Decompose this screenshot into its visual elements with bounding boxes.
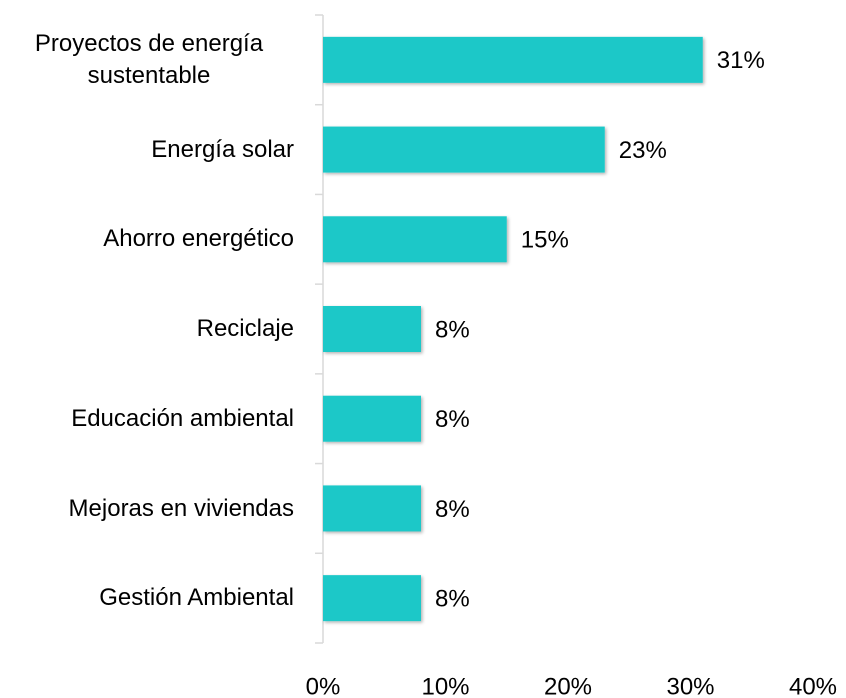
category-label-box: Ahorro energético: [4, 194, 294, 284]
bar: [323, 36, 703, 83]
bar: [323, 485, 421, 532]
category-label-box: Reciclaje: [4, 284, 294, 374]
data-label: 31%: [717, 47, 765, 74]
data-label: 23%: [619, 137, 667, 164]
data-label: 8%: [435, 496, 470, 523]
data-label: 8%: [435, 406, 470, 433]
y-tick-label: Proyectos de energía sustentable: [34, 30, 264, 89]
y-tick-label: Gestión Ambiental: [99, 584, 294, 612]
y-tick-label: Energía solar: [151, 135, 294, 163]
category-label-box: Proyectos de energía sustentable: [4, 15, 294, 105]
category-label-box: Mejoras en viviendas: [4, 464, 294, 554]
data-label: 8%: [435, 585, 470, 612]
category-label-box: Educación ambiental: [4, 374, 294, 464]
bar: [323, 395, 421, 442]
x-tick-label: 20%: [544, 673, 592, 698]
data-label: 15%: [521, 227, 569, 254]
bar: [323, 575, 421, 622]
x-tick-label: 0%: [306, 673, 341, 698]
x-tick-label: 40%: [789, 673, 837, 698]
category-label-box: Gestión Ambiental: [4, 553, 294, 643]
x-tick-label: 10%: [421, 673, 469, 698]
category-label-box: Energía solar: [4, 105, 294, 195]
y-tick-label: Mejoras en viviendas: [68, 494, 294, 522]
bar: [323, 216, 507, 263]
y-tick-label: Ahorro energético: [103, 225, 294, 253]
data-label: 8%: [435, 316, 470, 343]
bar: [323, 306, 421, 352]
y-tick-label: Educación ambiental: [71, 404, 294, 432]
y-tick-label: Reciclaje: [196, 315, 294, 343]
x-tick-label: 30%: [666, 673, 714, 698]
bar: [323, 126, 605, 173]
